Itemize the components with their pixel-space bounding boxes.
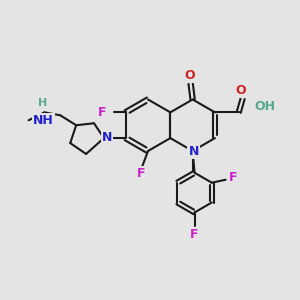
Text: F: F (190, 228, 199, 241)
Text: OH: OH (254, 100, 275, 113)
Text: N: N (102, 130, 112, 144)
Text: F: F (98, 106, 106, 119)
Text: H: H (38, 98, 47, 108)
Text: O: O (184, 69, 195, 82)
Text: N: N (188, 146, 199, 158)
Text: F: F (229, 171, 238, 184)
Text: NH: NH (33, 114, 54, 127)
Text: F: F (137, 167, 145, 180)
Text: O: O (236, 84, 246, 97)
